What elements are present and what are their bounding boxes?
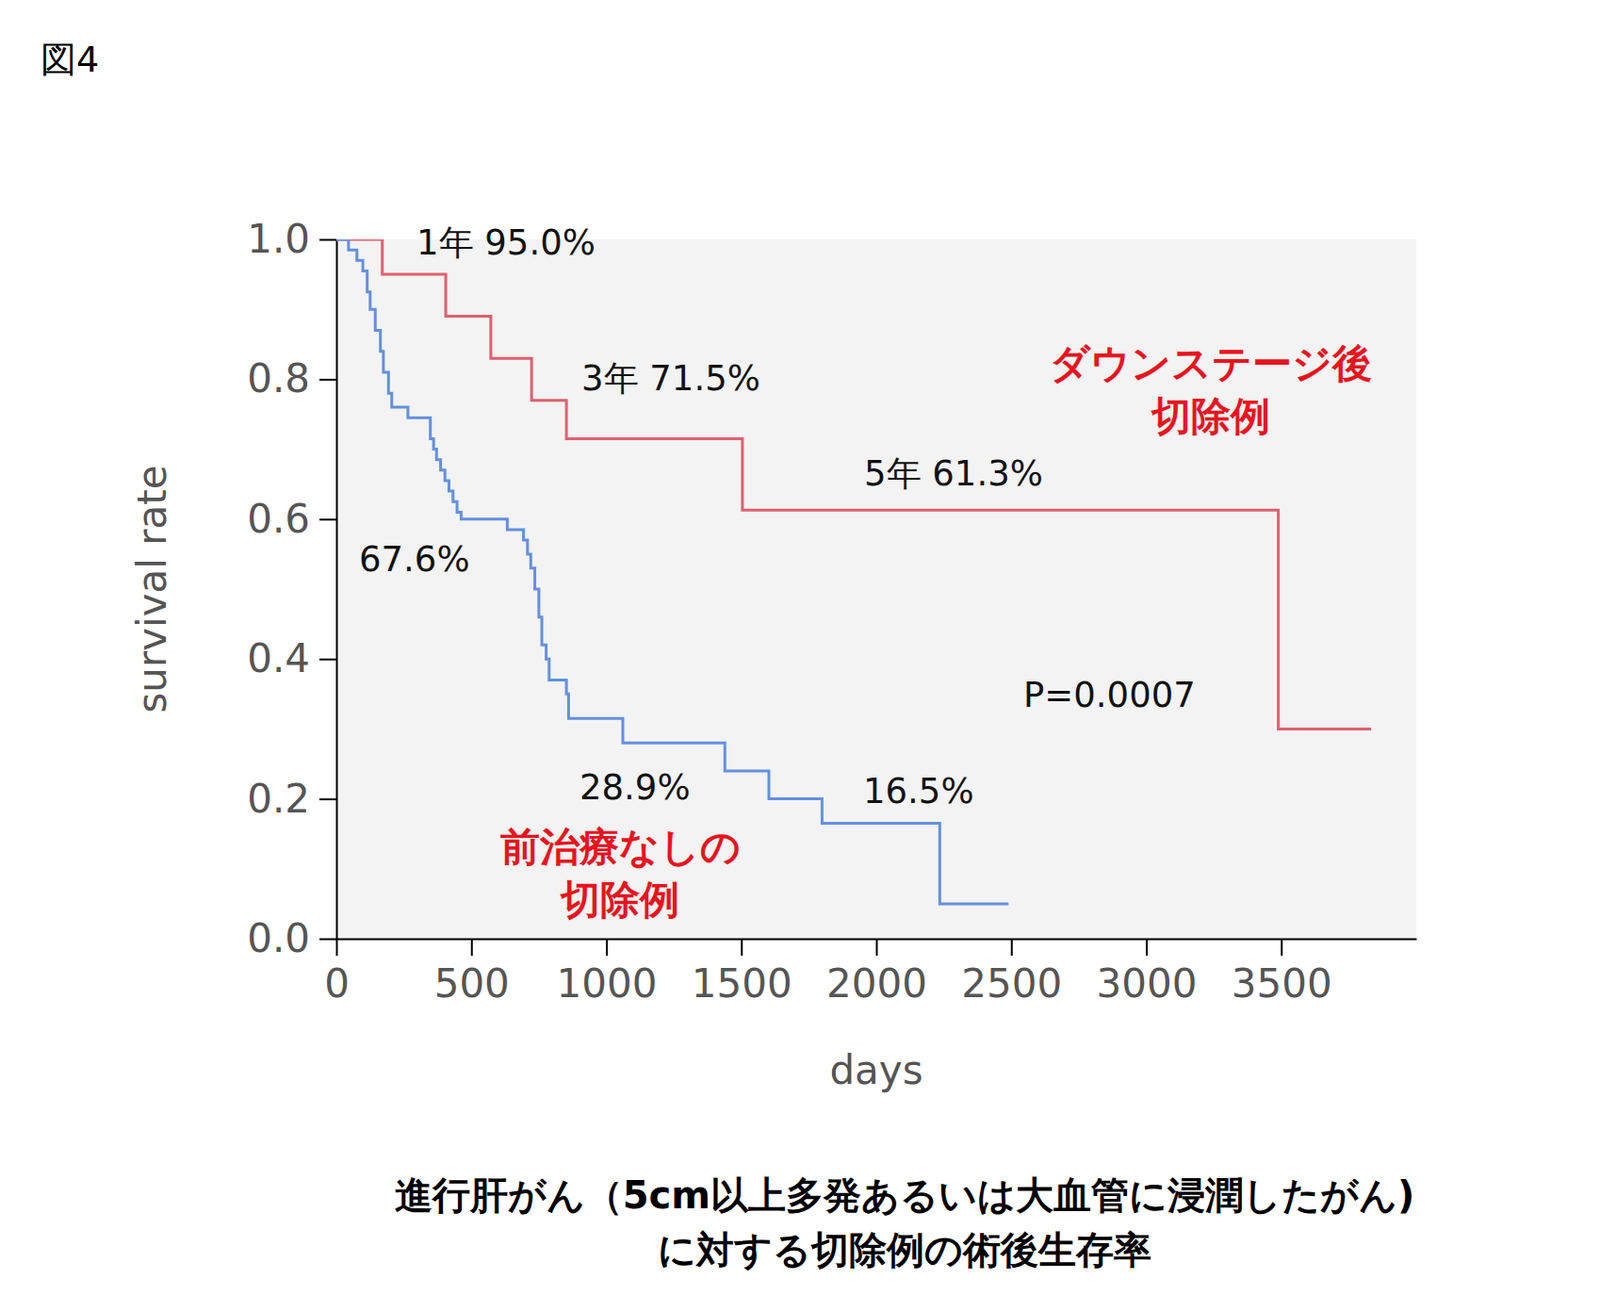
x-tick-mark [471, 938, 474, 956]
chart-svg: 0 500 1000 1500 2000 2500 3000 3500 0.0 0.2 0.4 0.6… [0, 0, 1600, 1295]
x-tick: 3500 [1231, 938, 1333, 1007]
x-tick-label: 3500 [1231, 960, 1333, 1007]
x-tick: 1000 [556, 938, 658, 1007]
x-tick-label: 2000 [826, 960, 928, 1007]
annotation: P=0.0007 [1023, 674, 1196, 716]
series-label: ダウンステージ後切除例 [1049, 340, 1372, 440]
series-label: 前治療なしの切除例 [500, 823, 741, 923]
survival-curve [336, 239, 1372, 729]
x-tick-mark [605, 938, 608, 956]
y-tick-mark [319, 518, 337, 521]
x-tick-label: 2500 [961, 960, 1062, 1007]
x-tick: 2500 [961, 938, 1062, 1007]
y-tick-label: 0.2 [246, 775, 311, 822]
annotation: 5年 61.3% [864, 453, 1044, 494]
y-axis: 0.0 0.2 0.4 0.6 0.8 1.0 [246, 215, 337, 962]
y-tick-mark [319, 378, 337, 381]
y-axis-line [336, 240, 339, 940]
chart-container: 0 500 1000 1500 2000 2500 3000 3500 0.0 0.2 0.4 0.6… [0, 0, 1600, 1295]
annotation: 28.9% [579, 767, 691, 808]
figure-label: 図4 [40, 38, 99, 81]
annotation: 67.6% [359, 538, 471, 580]
x-tick-label: 0 [324, 960, 350, 1007]
x-tick: 1500 [691, 938, 793, 1007]
y-tick-mark [319, 938, 337, 941]
x-tick: 0 [324, 938, 350, 1007]
y-tick: 1.0 [246, 215, 337, 262]
x-tick-mark [876, 938, 879, 956]
y-tick-label: 0.8 [246, 355, 311, 402]
y-tick-label: 1.0 [246, 215, 311, 262]
x-tick-mark [336, 938, 339, 956]
y-axis-title: survival rate [129, 464, 176, 713]
y-tick: 0.0 [246, 914, 337, 962]
x-axis-title: days [829, 1046, 923, 1094]
x-tick-label: 3000 [1096, 960, 1198, 1007]
x-tick-label: 500 [434, 960, 510, 1007]
y-tick-label: 0.4 [246, 635, 311, 682]
y-tick-mark [319, 658, 337, 661]
x-tick-label: 1500 [691, 960, 793, 1007]
annotation: 1年 95.0% [416, 222, 596, 263]
y-tick-label: 0.0 [246, 914, 311, 962]
x-tick-mark [1145, 938, 1148, 956]
x-tick-mark [1280, 938, 1283, 956]
x-tick: 3000 [1096, 938, 1198, 1007]
y-tick: 0.4 [246, 635, 337, 682]
x-tick-label: 1000 [556, 960, 658, 1007]
annotation: 3年 71.5% [581, 358, 761, 399]
y-tick-mark [319, 798, 337, 800]
y-tick: 0.8 [246, 355, 337, 402]
x-axis: 0 500 1000 1500 2000 2500 3000 3500 [324, 938, 1417, 1007]
x-tick-mark [740, 938, 743, 956]
plot-background [336, 239, 1417, 939]
y-tick: 0.2 [246, 775, 337, 822]
annotation: 16.5% [863, 770, 975, 812]
y-tick-mark [319, 239, 337, 242]
x-tick-mark [1011, 938, 1013, 956]
x-tick: 500 [434, 938, 510, 1007]
x-tick: 2000 [826, 938, 928, 1007]
chart-title: 進行肝がん（5cm以上多発あるいは大血管に浸潤したがん)に対する切除例の術後生存… [394, 1173, 1416, 1272]
survival-curve [336, 239, 1009, 904]
y-tick: 0.6 [246, 495, 337, 542]
lines [336, 239, 1372, 904]
y-tick-label: 0.6 [246, 495, 311, 542]
